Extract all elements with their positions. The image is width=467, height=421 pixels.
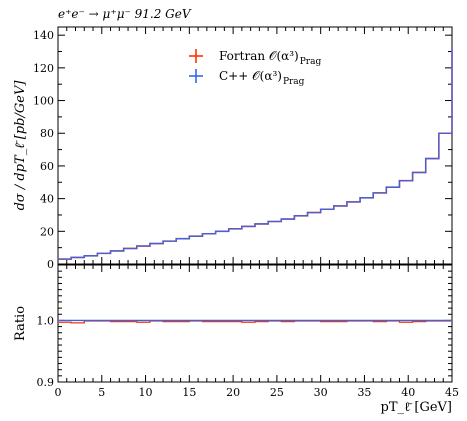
upper-y-axis-label: dσ / dpT_ℓ̄ [pb/GeV] <box>13 80 28 211</box>
chart-title: e⁺e⁻ → μ⁺μ⁻ 91.2 GeV <box>58 7 192 21</box>
series-1 <box>58 48 453 260</box>
ratio-tick-label: 1.0 <box>37 314 55 327</box>
y-tick-label: 0 <box>47 258 54 271</box>
labels: e⁺e⁻ → μ⁺μ⁻ 91.2 GeV dσ / dpT_ℓ̄ [pb/GeV… <box>13 7 452 415</box>
x-tick-label: 45 <box>445 386 459 399</box>
x-tick-label: 40 <box>401 386 415 399</box>
legend-label: Fortran 𝒪(α³) <box>219 49 299 63</box>
ratio-panel: 0 5 10 15 20 25 30 35 40 45 0.9 1.0 <box>37 264 459 399</box>
x-tick-label: 10 <box>139 386 153 399</box>
y-tick-label: 140 <box>33 29 54 42</box>
ratio-y-axis-label: Ratio <box>13 306 28 341</box>
y-tick-label: 20 <box>40 225 54 238</box>
upper-panel: 0 20 40 60 80 100 120 140 <box>33 26 453 271</box>
legend-entry: Fortran 𝒪(α³) Prag <box>189 49 321 67</box>
upper-frame <box>57 26 453 265</box>
x-tick-label: 25 <box>270 386 284 399</box>
y-tick-label: 40 <box>40 193 54 206</box>
x-tick-label: 0 <box>55 386 62 399</box>
ratio-line <box>58 320 452 324</box>
y-tick-label: 80 <box>40 127 54 140</box>
x-tick-label: 35 <box>357 386 371 399</box>
ratio-tick-label: 0.9 <box>37 376 55 389</box>
x-tick-label: 15 <box>182 386 196 399</box>
ratio-series-0 <box>58 320 452 324</box>
y-tick-label: 60 <box>40 160 54 173</box>
y-tick-label: 120 <box>33 62 54 75</box>
series-line <box>58 48 453 260</box>
legend-subscript: Prag <box>300 57 322 67</box>
ratio-frame <box>57 264 453 383</box>
legend-entry: C++ 𝒪(α³) Prag <box>189 69 305 87</box>
x-tick-label: 20 <box>226 386 240 399</box>
x-tick-label: 30 <box>314 386 328 399</box>
legend-subscript: Prag <box>283 77 305 87</box>
x-axis-label: pT_ℓ̄ [GeV] <box>381 400 452 415</box>
x-tick-label: 5 <box>98 386 105 399</box>
y-tick-label: 100 <box>33 95 54 108</box>
legend-label: C++ 𝒪(α³) <box>219 69 282 83</box>
